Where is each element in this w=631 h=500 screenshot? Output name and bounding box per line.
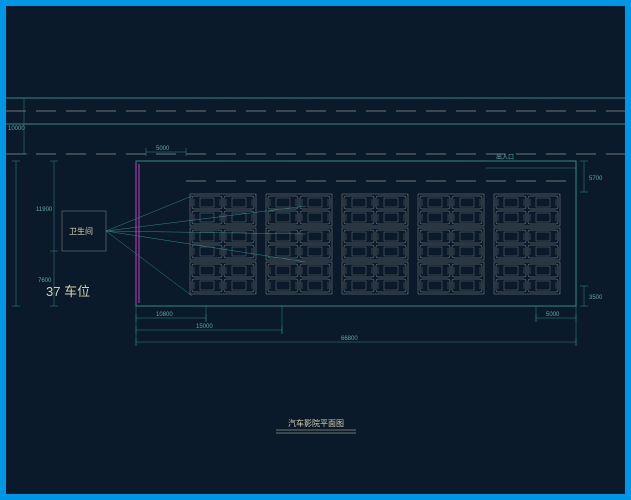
dim-left-h: 10000 [8,98,28,154]
footer-title: 汽车影院平面图 [288,418,344,428]
dim-bottom-seg2: 15000 [136,324,282,334]
svg-text:5000: 5000 [156,146,170,152]
dim-right-bottom: 3500 [580,286,603,306]
svg-text:66800: 66800 [341,336,358,342]
car-icon [344,211,374,224]
car-icon [452,196,482,209]
car-icon [268,264,298,277]
dim-left-total: 23200 [6,161,20,472]
car-icon [496,245,526,258]
car-icon [300,196,330,209]
car-icon [344,196,374,209]
car-icon [300,211,330,224]
car-icon [452,264,482,277]
svg-text:5000: 5000 [546,312,560,318]
lot-boundary [136,161,576,306]
room-label: 卫生间 [69,226,93,236]
car-icon [300,245,330,258]
car-icon [192,230,222,243]
car-icon [496,196,526,209]
car-icon [268,279,298,292]
car-icon [496,264,526,277]
car-icon [452,279,482,292]
car-icon [224,230,254,243]
car-icon [528,230,558,243]
frame: { "colors": { "frame": "#0096e6", "bg": … [0,0,631,500]
car-icon [192,264,222,277]
car-icon [528,279,558,292]
car-icon [452,245,482,258]
car-icon [420,211,450,224]
car-icon [376,279,406,292]
car-icon [268,230,298,243]
car-icon [192,245,222,258]
drawing-svg: 卫生间 出入口 10000 11900 7600 23200 5000 [6,6,625,494]
car-icon [420,196,450,209]
car-icon [528,196,558,209]
car-icon [420,230,450,243]
car-icon [192,279,222,292]
car-icon [300,230,330,243]
car-icon [224,196,254,209]
svg-text:3500: 3500 [589,295,603,301]
car-icon [344,264,374,277]
car-icon [344,245,374,258]
car-icon [300,279,330,292]
car-icon [192,196,222,209]
dim-bottom-right: 5000 [536,312,576,322]
title-text: 37 车位 [46,284,90,299]
car-icon [300,264,330,277]
svg-text:10000: 10000 [8,126,25,132]
car-icon [376,196,406,209]
car-icon [528,245,558,258]
car-icon [376,245,406,258]
car-icon [452,211,482,224]
svg-text:5700: 5700 [589,176,603,182]
car-icon [224,279,254,292]
car-icon [268,196,298,209]
car-icon [376,211,406,224]
car-icon [420,245,450,258]
dim-top-span: 5000 [146,146,186,156]
car-icon [268,245,298,258]
entrance-label: 出入口 [496,153,514,161]
car-icon [496,230,526,243]
car-icon [344,279,374,292]
car-icon [376,264,406,277]
car-icon [224,264,254,277]
dim-bottom-total: 66800 [136,336,576,346]
car-icon [528,264,558,277]
svg-text:15000: 15000 [196,324,213,330]
car-icon [192,211,222,224]
car-icon [528,211,558,224]
car-icon [420,279,450,292]
svg-text:10800: 10800 [156,312,173,318]
car-icon [496,211,526,224]
car-icon [496,279,526,292]
parking-clusters [190,194,560,294]
dim-bottom-seg1: 10800 [136,312,206,322]
car-icon [452,230,482,243]
car-icon [344,230,374,243]
cad-canvas: { "colors": { "frame": "#0096e6", "bg": … [6,6,625,494]
car-icon [268,211,298,224]
car-icon [376,230,406,243]
svg-text:11900: 11900 [36,207,53,213]
car-icon [420,264,450,277]
dim-right-top: 5700 [580,161,603,192]
